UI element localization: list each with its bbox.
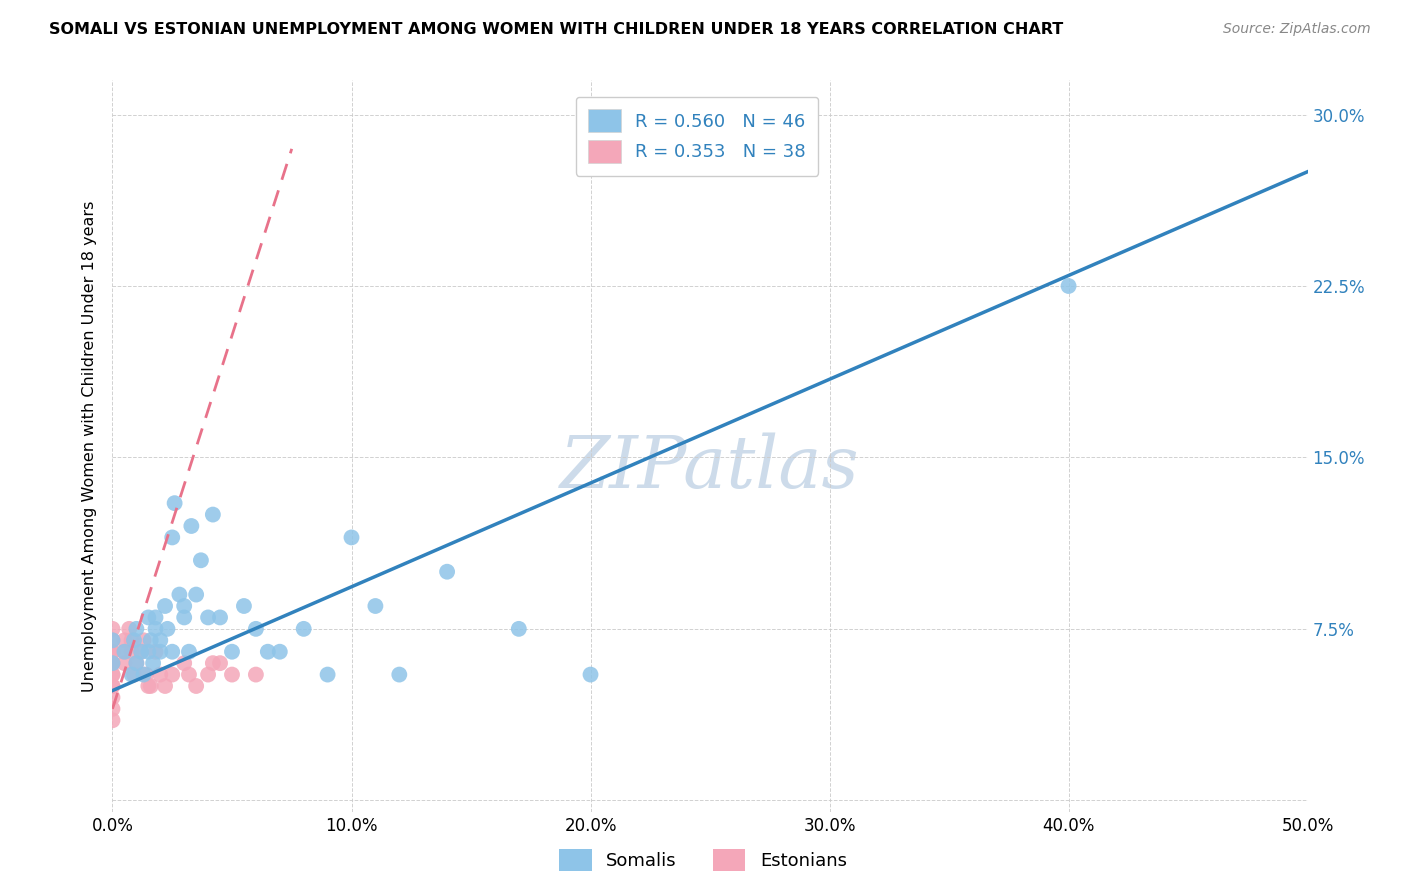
Point — [173, 599, 195, 613]
Point — [169, 588, 191, 602]
Point — [101, 656, 124, 670]
Point — [101, 667, 124, 681]
Point — [221, 645, 243, 659]
Point — [101, 656, 124, 670]
Point — [177, 645, 200, 659]
Point — [121, 667, 143, 681]
Point — [163, 496, 186, 510]
Point — [114, 633, 135, 648]
Point — [340, 530, 363, 544]
Point — [125, 656, 148, 670]
Legend: Somalis, Estonians: Somalis, Estonians — [553, 842, 853, 879]
Point — [114, 645, 135, 659]
Point — [153, 599, 176, 613]
Point — [122, 667, 145, 681]
Point — [135, 667, 157, 681]
Point — [101, 679, 124, 693]
Point — [125, 622, 148, 636]
Point — [139, 679, 162, 693]
Text: ZIPatlas: ZIPatlas — [560, 433, 860, 503]
Y-axis label: Unemployment Among Women with Children Under 18 years: Unemployment Among Women with Children U… — [82, 201, 97, 691]
Point — [197, 667, 219, 681]
Point — [579, 667, 602, 681]
Point — [139, 633, 162, 648]
Point — [201, 656, 224, 670]
Point — [153, 679, 176, 693]
Point — [190, 553, 212, 567]
Point — [101, 690, 124, 705]
Point — [145, 622, 167, 636]
Legend: R = 0.560   N = 46, R = 0.353   N = 38: R = 0.560 N = 46, R = 0.353 N = 38 — [575, 96, 818, 176]
Point — [173, 610, 195, 624]
Point — [145, 610, 167, 624]
Point — [122, 633, 145, 648]
Point — [162, 530, 183, 544]
Point — [142, 656, 165, 670]
Point — [129, 645, 152, 659]
Point — [101, 622, 124, 636]
Point — [114, 656, 135, 670]
Point — [197, 610, 219, 624]
Point — [209, 656, 232, 670]
Point — [129, 645, 152, 659]
Point — [162, 667, 183, 681]
Point — [316, 667, 339, 681]
Point — [508, 622, 530, 636]
Point — [186, 588, 208, 602]
Point — [101, 633, 124, 648]
Point — [125, 656, 148, 670]
Point — [121, 633, 143, 648]
Point — [101, 645, 124, 659]
Point — [1057, 279, 1080, 293]
Point — [149, 633, 172, 648]
Point — [180, 519, 202, 533]
Point — [245, 667, 267, 681]
Point — [101, 702, 124, 716]
Point — [101, 714, 124, 728]
Point — [149, 645, 172, 659]
Point — [186, 679, 208, 693]
Point — [209, 610, 232, 624]
Point — [101, 656, 124, 670]
Point — [132, 633, 155, 648]
Point — [101, 633, 124, 648]
Point — [269, 645, 291, 659]
Point — [162, 645, 183, 659]
Point — [138, 679, 160, 693]
Point — [118, 622, 141, 636]
Point — [292, 622, 315, 636]
Point — [436, 565, 458, 579]
Point — [121, 645, 143, 659]
Point — [156, 622, 179, 636]
Point — [145, 645, 167, 659]
Point — [138, 610, 160, 624]
Point — [149, 667, 172, 681]
Point — [177, 667, 200, 681]
Point — [173, 656, 195, 670]
Point — [221, 667, 243, 681]
Point — [138, 645, 160, 659]
Point — [233, 599, 256, 613]
Point — [101, 679, 124, 693]
Text: SOMALI VS ESTONIAN UNEMPLOYMENT AMONG WOMEN WITH CHILDREN UNDER 18 YEARS CORRELA: SOMALI VS ESTONIAN UNEMPLOYMENT AMONG WO… — [49, 22, 1063, 37]
Point — [101, 645, 124, 659]
Text: Source: ZipAtlas.com: Source: ZipAtlas.com — [1223, 22, 1371, 37]
Point — [257, 645, 280, 659]
Point — [388, 667, 411, 681]
Point — [201, 508, 224, 522]
Point — [245, 622, 267, 636]
Point — [101, 667, 124, 681]
Point — [114, 645, 135, 659]
Point — [364, 599, 387, 613]
Point — [132, 667, 155, 681]
